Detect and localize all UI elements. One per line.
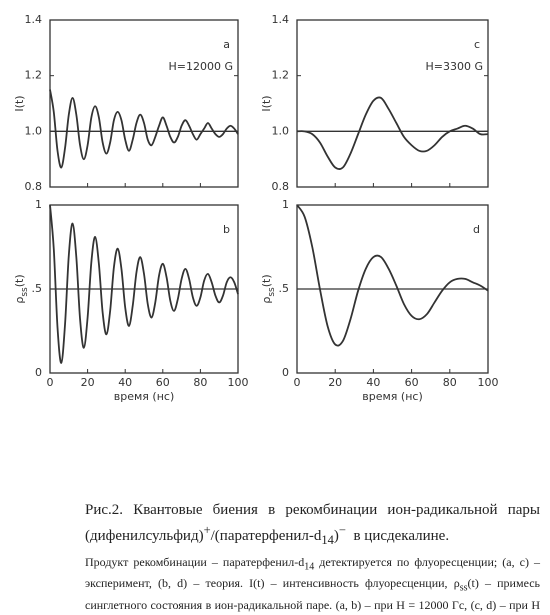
y-axis-label: ρss(t) xyxy=(260,274,277,303)
y-tick-label: 1.0 xyxy=(25,124,43,137)
x-tick-label: 60 xyxy=(405,376,419,389)
plot-frame xyxy=(49,19,239,188)
caption-text: (t) – примесь синглетного состояния в ио… xyxy=(85,576,540,615)
plot-frame xyxy=(296,19,489,188)
panel-letter: c xyxy=(474,38,480,51)
y-axis-label: I(t) xyxy=(13,95,26,111)
x-tick-label: 40 xyxy=(118,376,132,389)
panel-letter: a xyxy=(223,38,230,51)
y-tick-label: 0 xyxy=(35,366,42,379)
y-tick-label: 1.0 xyxy=(272,124,290,137)
caption-sub: 14 xyxy=(321,533,334,547)
y-axis-label: ρss(t) xyxy=(13,274,30,303)
panel-letter: b xyxy=(223,223,230,236)
y-tick-label: 1 xyxy=(282,198,289,211)
x-tick-label: 100 xyxy=(478,376,499,389)
y-tick-label: 0.8 xyxy=(272,180,290,193)
y-tick-label: 0 xyxy=(282,366,289,379)
y-tick-label: 1.2 xyxy=(25,69,43,82)
y-axis-label-suffix: (t) xyxy=(260,274,273,287)
caption: Рис.2. Квантовые биения в рекомбинации и… xyxy=(85,500,540,615)
caption-text: в цисдекалине. xyxy=(345,528,450,544)
x-tick-label: 80 xyxy=(193,376,207,389)
y-tick-label: 1.2 xyxy=(272,69,290,82)
x-tick-label: 0 xyxy=(294,376,301,389)
caption-sup: + xyxy=(203,523,211,537)
caption-text: ) xyxy=(333,528,339,544)
data-line xyxy=(296,96,489,170)
annotation: H=12000 G xyxy=(168,60,233,73)
caption-text: Рис.2. Квантовые биения в рекомбинации и… xyxy=(85,502,540,544)
caption-sub: ss xyxy=(459,582,468,594)
x-tick-label: 0 xyxy=(47,376,54,389)
data-line xyxy=(49,89,239,169)
y-tick-label: .5 xyxy=(279,282,290,295)
y-axis-label-text: I(t) xyxy=(260,95,273,111)
caption-text: детектируется по флуоресценции; (a, c) –… xyxy=(85,555,541,591)
y-axis-label-text: I(t) xyxy=(13,95,26,111)
x-tick-label: 100 xyxy=(228,376,249,389)
y-tick-label: 1.4 xyxy=(25,13,43,26)
y-tick-label: 1 xyxy=(35,198,42,211)
panel-letter: d xyxy=(473,223,480,236)
x-tick-label: 20 xyxy=(328,376,342,389)
y-axis-label-suffix: (t) xyxy=(13,274,26,287)
caption-sup: − xyxy=(338,523,346,537)
caption-title: Рис.2. Квантовые биения в рекомбинации и… xyxy=(85,500,540,550)
x-tick-label: 20 xyxy=(81,376,95,389)
x-tick-label: 80 xyxy=(443,376,457,389)
x-axis-label: время (нс) xyxy=(362,390,422,403)
data-line xyxy=(296,204,489,347)
x-tick-label: 40 xyxy=(366,376,380,389)
y-axis-label-text: ρ xyxy=(260,297,273,304)
annotation: H=3300 G xyxy=(425,60,483,73)
figure: 0.8 1.0 1.2 1.4 I(t) a H=12000 G 0.8 1.0 1.2 1.4 I(… xyxy=(13,13,499,403)
y-axis-label-text: ρ xyxy=(13,297,26,304)
y-tick-label: 0.8 xyxy=(25,180,43,193)
caption-text: /(паратерфенил-d xyxy=(210,528,322,544)
y-tick-label: 1.4 xyxy=(272,13,290,26)
y-axis-label-sub: ss xyxy=(20,287,30,297)
data-line xyxy=(49,204,239,364)
y-axis-label-sub: ss xyxy=(267,287,277,297)
caption-text: Продукт рекомбинации – паратерфенил-d xyxy=(85,555,305,569)
x-tick-label: 60 xyxy=(156,376,170,389)
caption-note: Продукт рекомбинации – паратерфенил-d14 … xyxy=(85,554,540,615)
y-tick-label: .5 xyxy=(32,282,43,295)
x-axis-label: время (нс) xyxy=(114,390,174,403)
y-axis-label: I(t) xyxy=(260,95,273,111)
caption-sub: 14 xyxy=(304,561,315,573)
